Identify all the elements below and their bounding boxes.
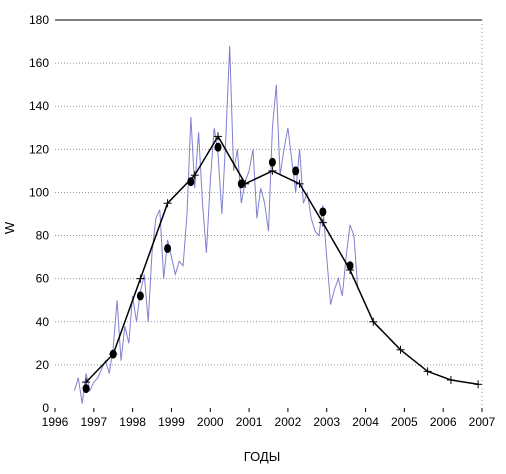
x-tick-label-2003: 2003: [313, 415, 340, 429]
observed-point: [109, 349, 117, 359]
x-tick-label-1996: 1996: [42, 415, 69, 429]
y-tick-label-0: 0: [42, 401, 49, 415]
smoothed-point-marker: [446, 375, 455, 384]
x-tick-label-2005: 2005: [391, 415, 418, 429]
y-tick-label-160: 160: [29, 56, 49, 70]
y-tick-label-40: 40: [36, 315, 50, 329]
observed-point: [237, 179, 245, 189]
observed-point: [292, 166, 300, 176]
y-tick-label-180: 180: [29, 13, 49, 27]
y-tick-label-120: 120: [29, 142, 49, 156]
observed-point: [319, 207, 327, 217]
smoothed-point-marker: [163, 199, 172, 208]
observed-point: [136, 291, 144, 301]
x-tick-label-2002: 2002: [275, 415, 302, 429]
y-tick-label-140: 140: [29, 99, 49, 113]
plot-area: [73, 45, 483, 404]
y-tick-labels: 0 20 40 60 80 100 120 140 160 180: [29, 13, 49, 415]
smoothed-point-marker: [474, 380, 483, 389]
y-tick-label-60: 60: [36, 272, 50, 286]
x-tick-label-1998: 1998: [119, 415, 146, 429]
x-tick-labels: 1996 1997 1998 1999 2000 2001 2002 2003 2004 2005…: [42, 415, 496, 429]
x-tick-label-2007: 2007: [469, 415, 496, 429]
smoothed-point-marker: [214, 132, 223, 141]
smoothed-point-marker: [396, 345, 405, 354]
y-tick-label-100: 100: [29, 185, 49, 199]
axes: [54, 19, 483, 412]
x-tick-label-2001: 2001: [236, 415, 263, 429]
y-tick-label-80: 80: [36, 229, 50, 243]
observed-point: [268, 157, 276, 167]
x-tick-label-2000: 2000: [197, 415, 224, 429]
smoothed-point-marker: [190, 171, 199, 180]
observed-point: [187, 177, 195, 187]
smoothed-point-marker: [423, 367, 432, 376]
y-axis-label: W: [2, 221, 17, 234]
smoothed-point-marker: [369, 317, 378, 326]
smoothed-point-marker: [136, 274, 145, 283]
x-tick-label-2004: 2004: [352, 415, 379, 429]
smoothed-point-marker: [268, 166, 277, 175]
smoothed-point-marker: [295, 179, 304, 188]
observed-point: [164, 243, 172, 253]
x-axis-label: ГОДЫ: [244, 449, 280, 464]
x-tick-label-2006: 2006: [430, 415, 457, 429]
smoothed-series-line: [85, 134, 479, 386]
observed-point: [82, 384, 90, 394]
smoothed-point-marker: [318, 218, 327, 227]
observed-point: [346, 261, 354, 271]
y-tick-label-20: 20: [36, 358, 50, 372]
grid-lines: [55, 62, 482, 366]
x-tick-label-1997: 1997: [80, 415, 107, 429]
x-tick-label-1999: 1999: [158, 415, 185, 429]
observed-point: [214, 142, 222, 152]
monthly-series-line: [73, 45, 359, 404]
